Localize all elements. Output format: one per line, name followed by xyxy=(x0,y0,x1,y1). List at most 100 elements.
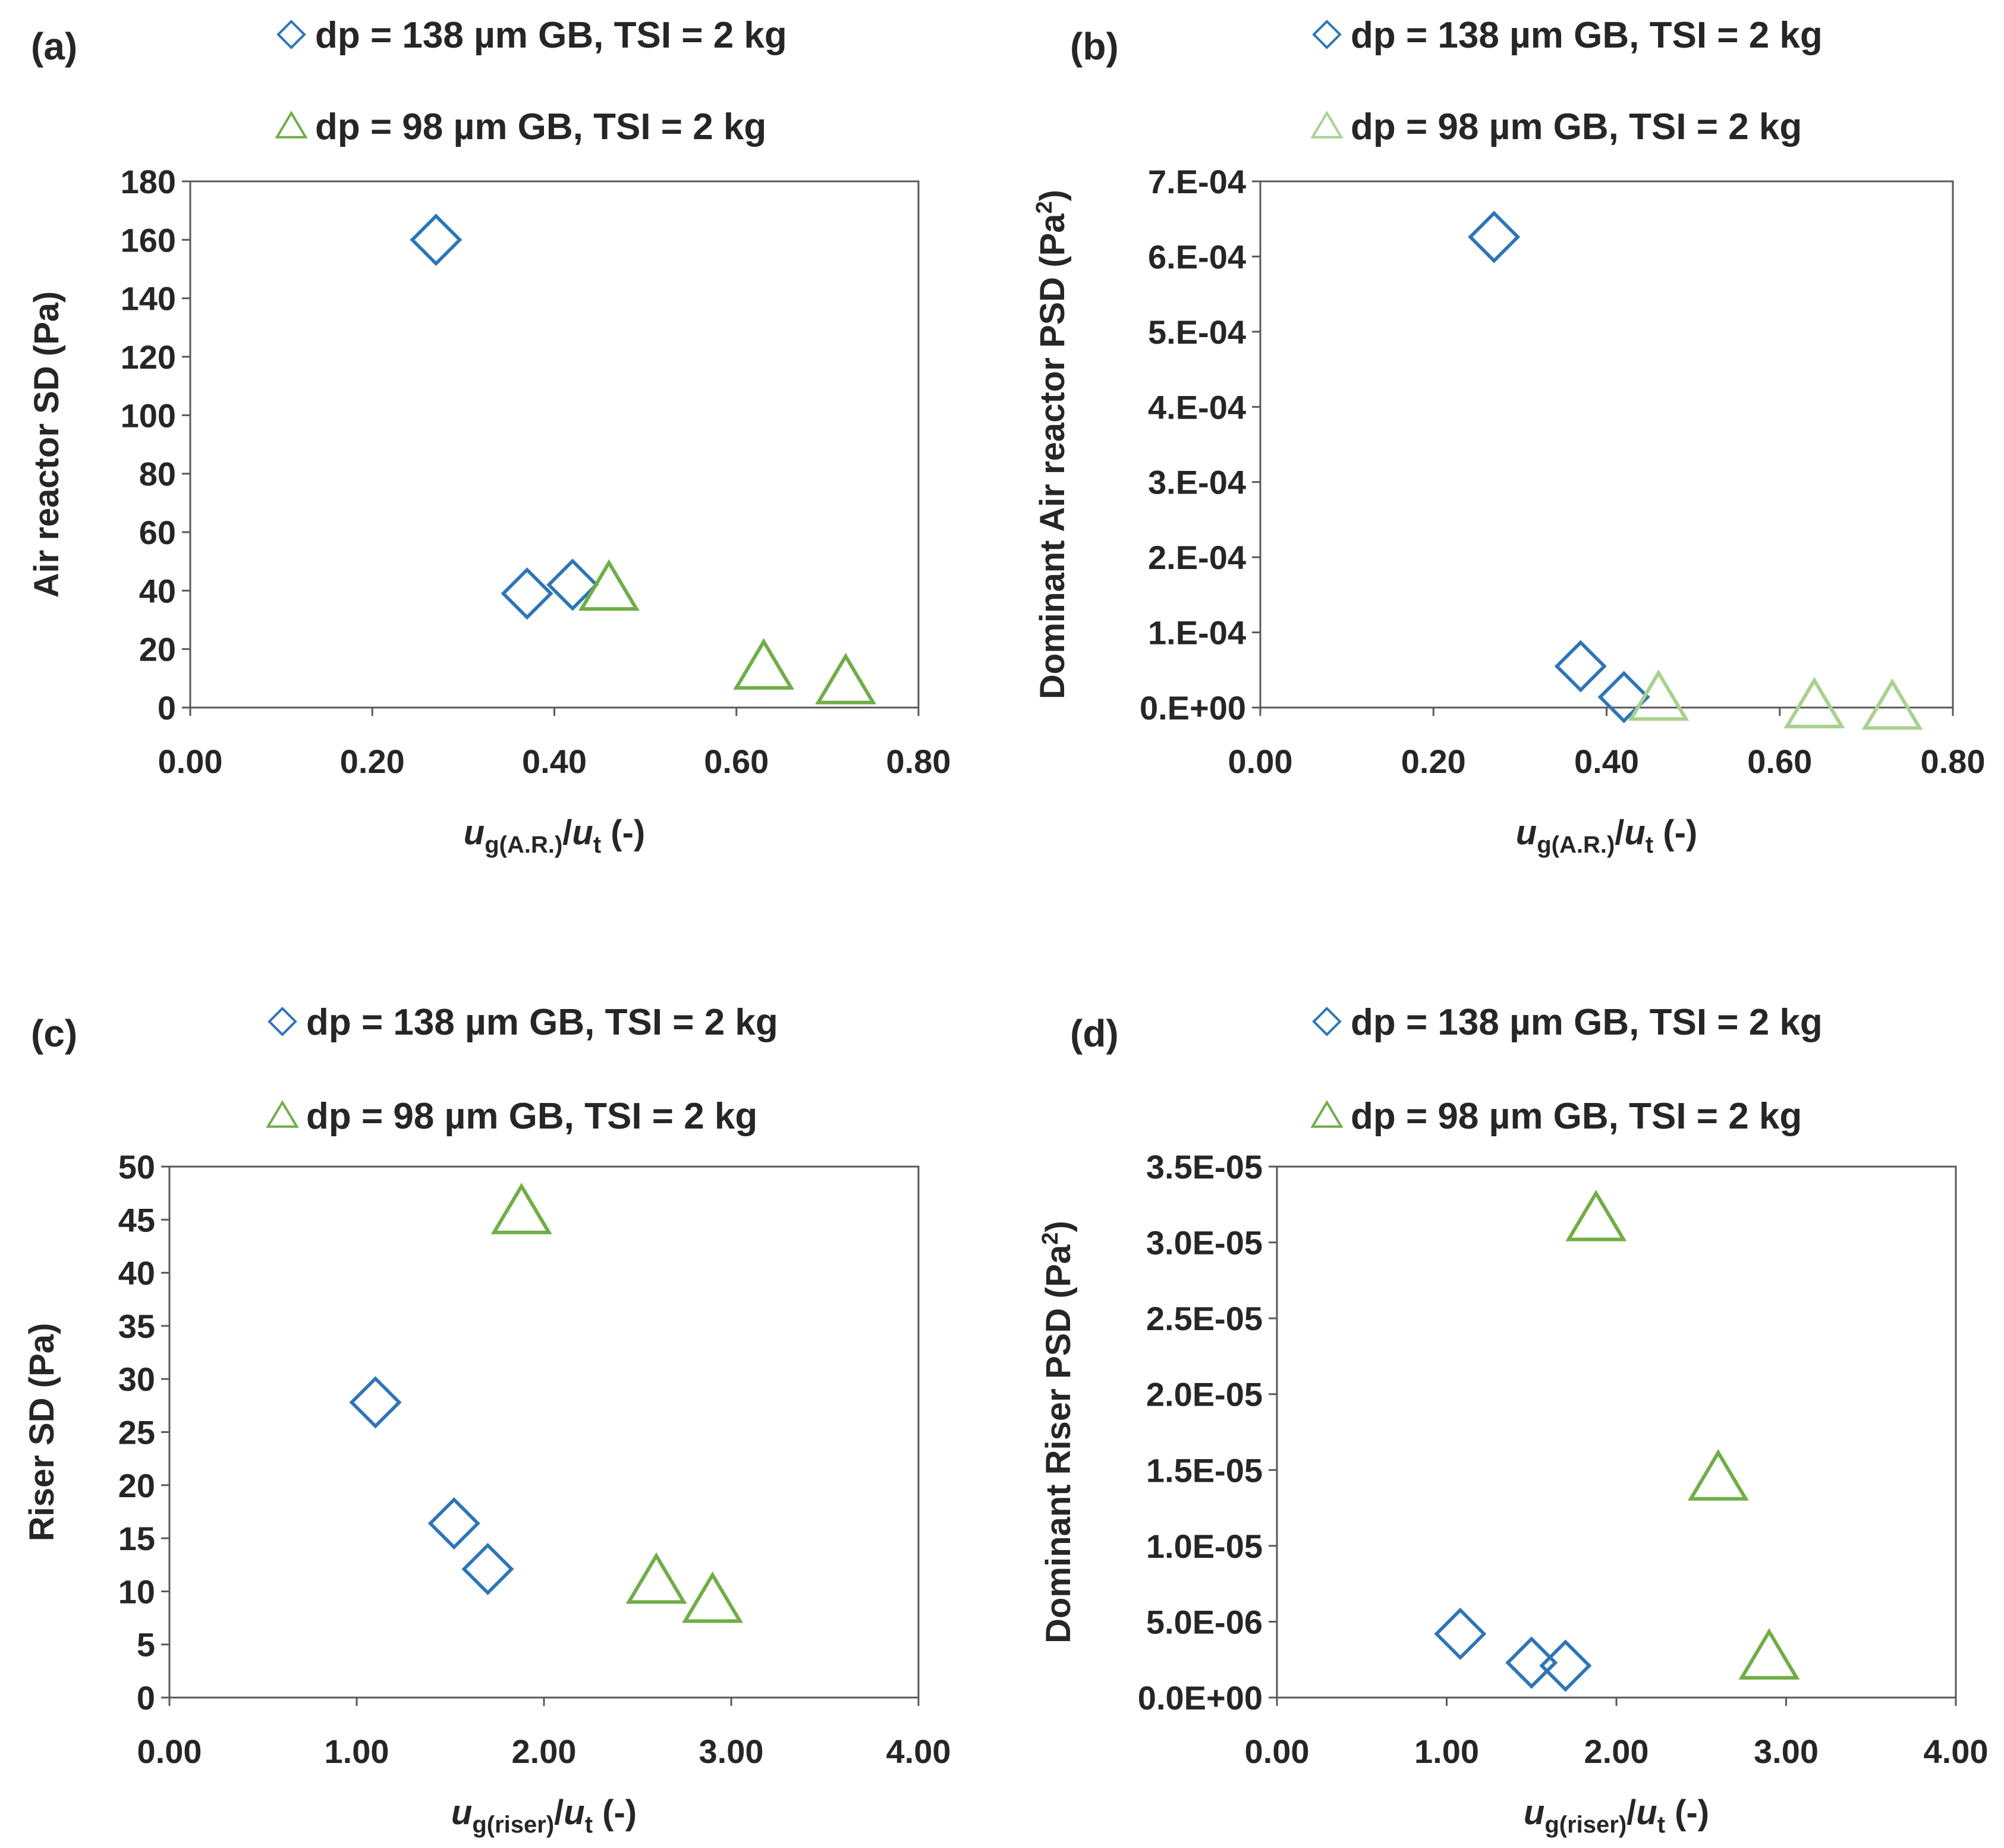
x-tick-label: 4.00 xyxy=(886,1733,951,1770)
legend-label: dp = 138 µm GB, TSI = 2 kg xyxy=(306,1002,778,1043)
y-tick-label: 35 xyxy=(118,1308,155,1345)
y-tick-label: 160 xyxy=(121,221,176,259)
y-tick-label: 5.0E-06 xyxy=(1146,1603,1263,1640)
data-point-diamond xyxy=(501,567,553,620)
data-point-diamond xyxy=(349,1376,402,1429)
data-point-diamond xyxy=(1468,210,1521,263)
y-tick-label: 3.0E-05 xyxy=(1146,1224,1263,1262)
data-point-triangle xyxy=(682,1571,743,1623)
y-tick-label: 1.0E-05 xyxy=(1146,1528,1263,1565)
y-tick-label: 2.5E-05 xyxy=(1146,1300,1263,1337)
chart-panel-a: 0 20 40 60 80 100 120 140 160 180 0.00 0.20 0.40 0.60… xyxy=(27,15,951,858)
x-axis-title: ug(A.R.)/ut (-) xyxy=(464,813,645,858)
panel-label: (d) xyxy=(1070,1012,1119,1055)
legend-label: dp = 138 µm GB, TSI = 2 kg xyxy=(1351,1002,1823,1043)
data-point-diamond xyxy=(427,1497,480,1550)
y-tick-label: 50 xyxy=(118,1148,155,1186)
y-axis-title: Riser SD (Pa) xyxy=(23,1323,61,1541)
x-tick-label: 0.20 xyxy=(340,743,405,780)
y-tick-label: 80 xyxy=(139,455,176,493)
legend-label: dp = 98 µm GB, TSI = 2 kg xyxy=(1351,1096,1802,1137)
y-tick-label: 2.0E-05 xyxy=(1146,1376,1263,1413)
y-tick-label: 3.5E-05 xyxy=(1146,1148,1263,1186)
x-axis-title: ug(riser)/ut (-) xyxy=(451,1793,637,1838)
x-tick-label: 3.00 xyxy=(1754,1733,1819,1770)
x-tick-label: 2.00 xyxy=(512,1733,577,1770)
legend-marker-triangle xyxy=(1310,111,1344,139)
data-point-triangle xyxy=(490,1183,552,1234)
x-tick-label: 0.40 xyxy=(522,743,587,780)
x-axis-title: ug(riser)/ut (-) xyxy=(1524,1793,1709,1838)
data-point-diamond xyxy=(461,1542,514,1595)
y-axis-title: Air reactor SD (Pa) xyxy=(27,291,66,598)
legend-marker-triangle xyxy=(1310,1100,1344,1128)
legend-marker-diamond xyxy=(276,20,306,49)
y-tick-label: 10 xyxy=(118,1573,155,1610)
y-tick-label: 0.0E+00 xyxy=(1138,1679,1263,1717)
y-tick-label: 0 xyxy=(137,1679,155,1717)
y-axis-title: Dominant Riser PSD (Pa2) xyxy=(1038,1221,1078,1643)
x-tick-label: 0.00 xyxy=(158,743,223,780)
y-tick-label: 3.E-04 xyxy=(1148,464,1246,501)
legend-marker-diamond xyxy=(1312,1007,1342,1036)
data-point-triangle xyxy=(625,1552,687,1604)
y-tick-label: 40 xyxy=(118,1255,155,1292)
y-tick-label: 20 xyxy=(118,1467,155,1504)
panel-label: (c) xyxy=(31,1012,77,1055)
x-tick-label: 0.60 xyxy=(1747,743,1812,780)
data-point-triangle xyxy=(733,638,795,690)
x-tick-label: 0.40 xyxy=(1574,743,1639,780)
legend-label: dp = 98 µm GB, TSI = 2 kg xyxy=(306,1096,757,1137)
chart-panel-c: 0 5 10 15 20 25 30 35 40 45 50 0.00 1.00 2.00 3.00 4.00… xyxy=(23,1002,951,1838)
y-tick-label: 1.5E-05 xyxy=(1146,1451,1263,1489)
x-tick-label: 0.60 xyxy=(704,743,769,780)
panel-label: (a) xyxy=(31,25,77,68)
x-tick-label: 1.00 xyxy=(325,1733,389,1770)
y-tick-label: 2.E-04 xyxy=(1148,539,1246,576)
data-point-diamond xyxy=(1505,1636,1558,1689)
data-point-diamond xyxy=(546,558,599,611)
y-tick-label: 20 xyxy=(139,631,176,668)
plot-frame xyxy=(1259,180,1954,709)
y-tick-label: 1.E-04 xyxy=(1148,614,1246,652)
x-axis-title: ug(A.R.)/ut (-) xyxy=(1516,813,1697,858)
y-tick-label: 0.E+00 xyxy=(1140,689,1246,727)
data-point-triangle xyxy=(1783,677,1845,728)
chart-panel-b: 0.E+00 1.E-04 2.E-04 3.E-04 4.E-04 5.E-04 6.E-… xyxy=(1032,15,1986,858)
panel-label: (b) xyxy=(1070,25,1119,68)
data-point-diamond xyxy=(1434,1607,1487,1660)
y-axis-title: Dominant Air reactor PSD (Pa2) xyxy=(1032,190,1072,699)
y-tick-label: 40 xyxy=(139,572,176,609)
x-tick-label: 3.00 xyxy=(699,1733,764,1770)
data-point-diamond xyxy=(1597,671,1650,724)
x-tick-label: 0.80 xyxy=(886,743,951,780)
legend-marker-diamond xyxy=(268,1007,297,1036)
y-tick-label: 5.E-04 xyxy=(1148,313,1246,351)
data-point-triangle xyxy=(1861,678,1923,730)
y-tick-label: 6.E-04 xyxy=(1148,238,1246,275)
x-tick-label: 1.00 xyxy=(1414,1733,1479,1770)
data-point-triangle xyxy=(1687,1449,1749,1501)
data-point-triangle xyxy=(815,652,876,705)
y-tick-label: 5 xyxy=(137,1626,155,1664)
legend-marker-triangle xyxy=(275,111,308,139)
y-tick-label: 100 xyxy=(121,397,176,434)
plot-frame xyxy=(189,180,920,709)
x-tick-label: 4.00 xyxy=(1924,1733,1989,1770)
x-tick-label: 0.00 xyxy=(1228,743,1293,780)
x-tick-label: 0.80 xyxy=(1921,743,1986,780)
y-tick-label: 4.E-04 xyxy=(1148,388,1246,426)
plot-frame xyxy=(168,1165,920,1699)
legend-marker-diamond xyxy=(1312,20,1342,49)
data-point-diamond xyxy=(1554,640,1607,693)
x-tick-label: 2.00 xyxy=(1584,1733,1649,1770)
legend-marker-triangle xyxy=(266,1100,299,1128)
data-point-triangle xyxy=(1738,1628,1800,1680)
y-tick-label: 60 xyxy=(139,514,176,551)
legend-label: dp = 98 µm GB, TSI = 2 kg xyxy=(1351,106,1802,147)
y-tick-label: 30 xyxy=(118,1360,155,1398)
x-tick-label: 0.00 xyxy=(137,1733,202,1770)
legend-label: dp = 138 µm GB, TSI = 2 kg xyxy=(315,15,787,56)
y-tick-label: 45 xyxy=(118,1201,155,1239)
